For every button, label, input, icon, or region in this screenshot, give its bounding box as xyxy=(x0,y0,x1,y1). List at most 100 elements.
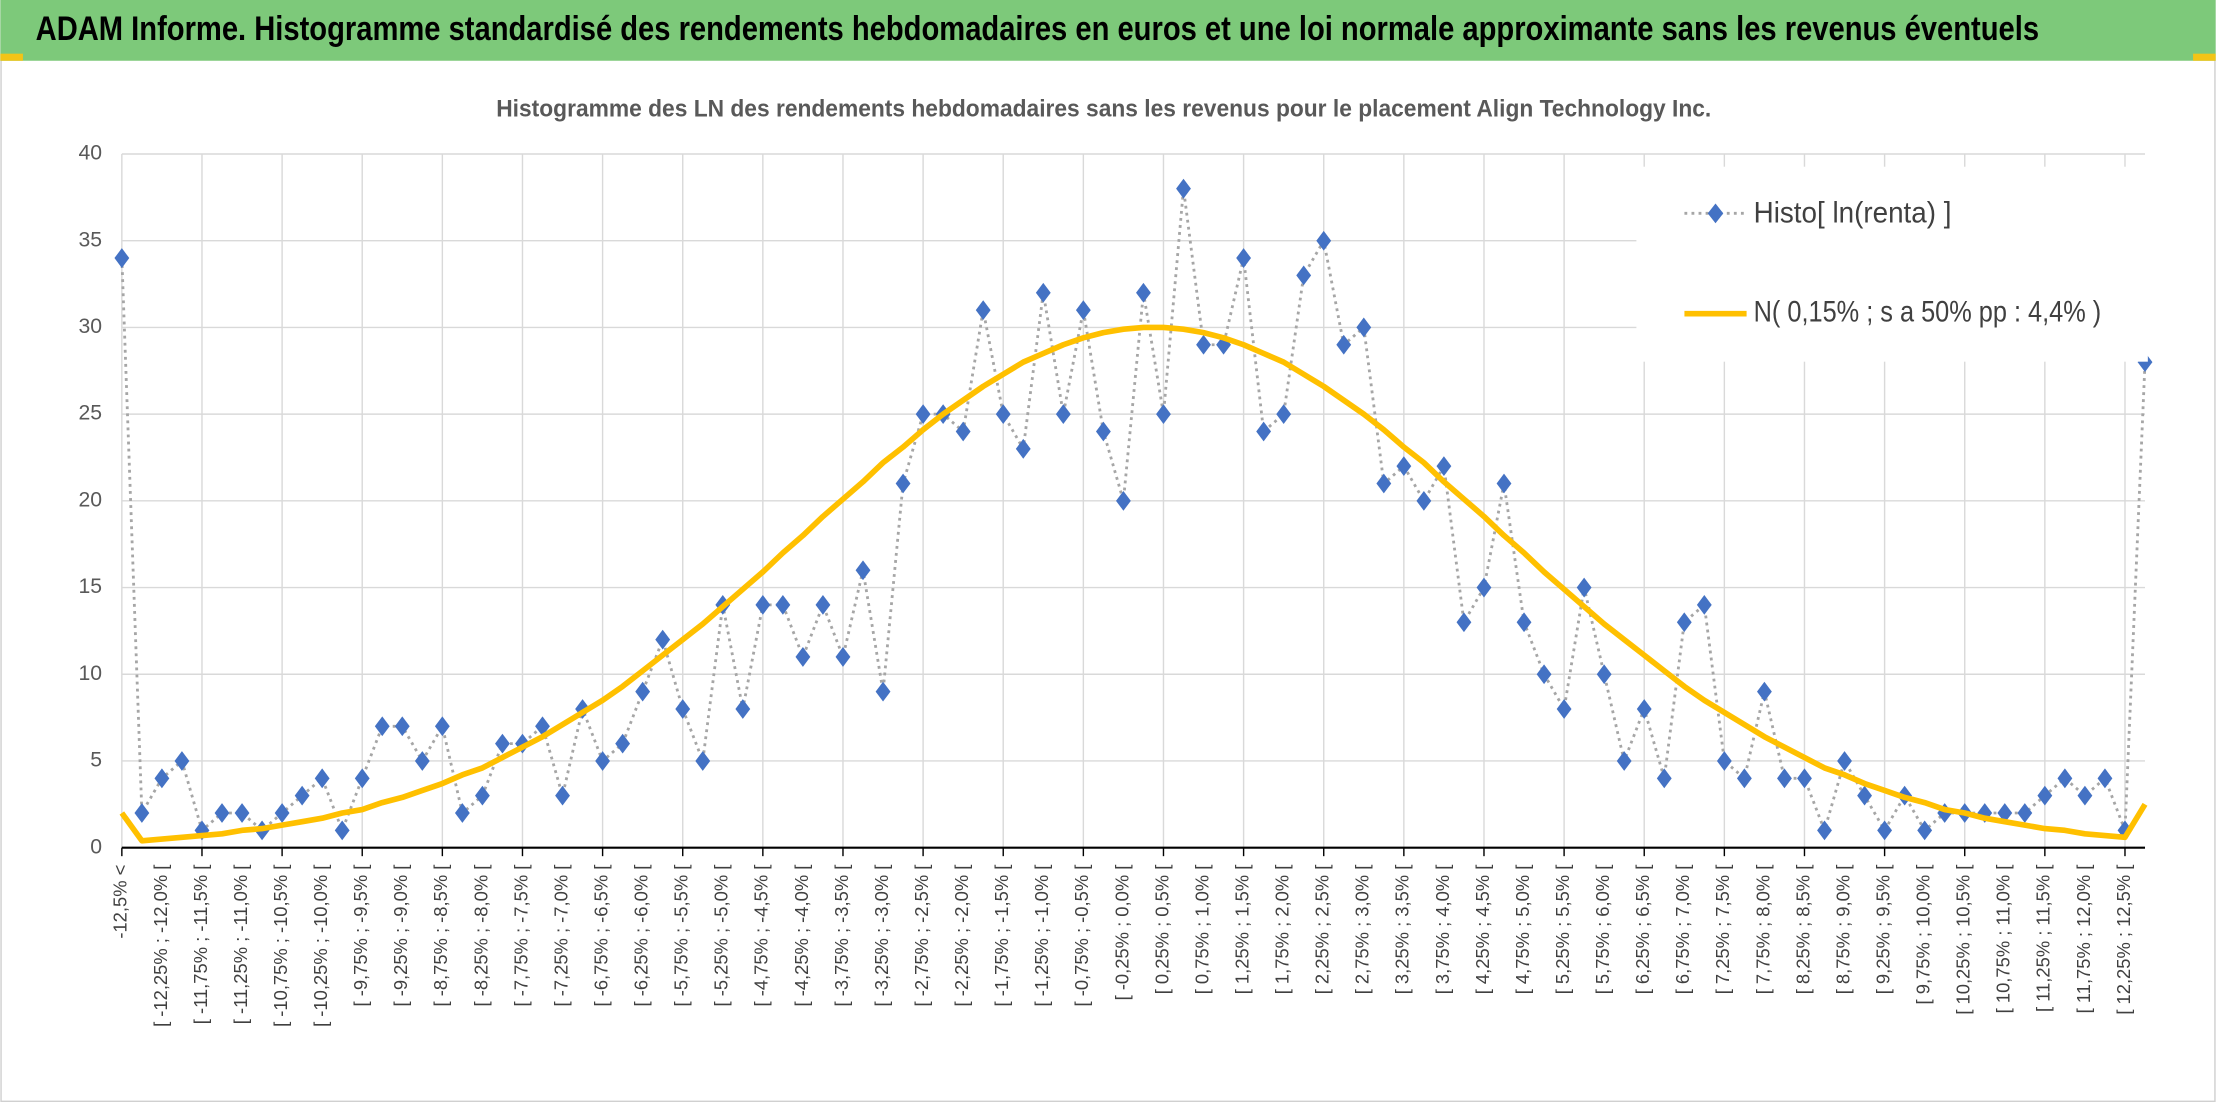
x-tick-label: [ -5,75% ; -5,5% [ xyxy=(671,865,692,1007)
x-tick-label: [ 10,25% ; 10,5% [ xyxy=(1953,865,1974,1015)
histo-marker xyxy=(374,716,390,737)
histo-marker xyxy=(2017,803,2033,823)
histo-marker xyxy=(595,751,611,771)
x-tick-label: [ -9,25% ; -9,0% [ xyxy=(390,865,411,1007)
x-tick-label: [ -1,75% ; -1,5% [ xyxy=(991,865,1012,1007)
legend: Histo[ ln(renta) ] N( 0,15% ; s a 50% pp … xyxy=(1636,166,2148,362)
x-tick-label: [ -12,25% ; -12,0% [ xyxy=(150,865,171,1027)
histo-marker xyxy=(1636,699,1652,719)
x-tick-label: [ 0,75% ; 1,0% [ xyxy=(1191,865,1212,995)
histo-marker xyxy=(474,785,490,806)
x-tick-label: [ 11,75% ; 12,0% [ xyxy=(2073,865,2094,1014)
histo-marker xyxy=(795,647,811,667)
histo-marker xyxy=(2037,785,2053,806)
x-tick-label: [ -2,25% ; -2,0% [ xyxy=(951,865,972,1007)
histo-marker xyxy=(1817,820,1832,841)
histo-marker xyxy=(2097,768,2113,789)
histo-marker xyxy=(615,733,631,754)
histo-marker xyxy=(1336,334,1352,355)
histo-marker xyxy=(114,248,130,268)
plot-area xyxy=(114,178,2153,844)
x-tick-label: [ 6,75% ; 7,0% [ xyxy=(1672,865,1693,995)
x-tick-label: [ -1,25% ; -1,0% [ xyxy=(1031,865,1052,1007)
y-tick-label: 40 xyxy=(78,142,102,165)
x-tick-label: [ 2,25% ; 2,5% [ xyxy=(1312,865,1333,995)
histo-marker xyxy=(655,629,671,650)
x-tick-label: [ 3,25% ; 3,5% [ xyxy=(1392,865,1413,995)
histo-marker xyxy=(1696,595,1712,615)
histo-marker xyxy=(2077,785,2093,806)
x-tick-label: [ -4,25% ; -4,0% [ xyxy=(791,865,812,1007)
histo-marker xyxy=(755,595,771,615)
histo-marker xyxy=(1516,612,1532,633)
histo-marker xyxy=(354,768,370,789)
y-tick-label: 30 xyxy=(78,315,102,338)
x-tick-label: [ -2,75% ; -2,5% [ xyxy=(911,865,932,1007)
y-tick-label: 15 xyxy=(78,575,102,598)
histo-marker xyxy=(334,820,350,841)
histo-marker xyxy=(1676,612,1692,633)
x-tick-label: [ 5,75% ; 6,0% [ xyxy=(1592,865,1613,995)
x-tick-label: [ -6,25% ; -6,0% [ xyxy=(631,865,652,1007)
histo-marker xyxy=(1837,751,1852,771)
y-tick-label: 5 xyxy=(90,749,102,772)
corner xyxy=(2193,53,2216,61)
histo-marker xyxy=(1476,577,1492,598)
histo-marker xyxy=(1656,768,1672,789)
histo-marker xyxy=(1556,699,1572,719)
histo-marker xyxy=(555,785,570,806)
histo-marker xyxy=(1576,577,1592,598)
histo-marker xyxy=(1376,473,1392,494)
x-tick-label: [ 1,25% ; 1,5% [ xyxy=(1231,865,1252,995)
x-tick-label: [ -9,75% ; -9,5% [ xyxy=(350,865,371,1007)
histo-marker xyxy=(1877,820,1893,841)
normal-curve xyxy=(119,324,2148,844)
x-tick-label: [ -5,25% ; -5,0% [ xyxy=(711,865,732,1007)
legend-label: Histo[ ln(renta) ] xyxy=(1754,197,1952,230)
histo-marker xyxy=(735,699,751,719)
x-tick-label: [ 6,25% ; 6,5% [ xyxy=(1632,865,1653,995)
x-tick-label: [ -7,25% ; -7,0% [ xyxy=(550,865,571,1007)
histo-marker xyxy=(1236,248,1252,268)
legend-marker xyxy=(1707,203,1724,224)
title-bar xyxy=(0,0,2216,61)
histo-marker xyxy=(855,560,871,581)
x-tick-label: [ -0,75% ; -0,5% [ xyxy=(1071,865,1092,1007)
x-tick-label: [ 0,25% ; 0,5% [ xyxy=(1151,865,1172,995)
histo-marker xyxy=(454,803,470,823)
grid: 0 5 10 15 20 25 30 35 40 -12,5% < [ -12,25% ; -12,… xyxy=(78,142,2146,1027)
x-tick-label: [ 8,75% ; 9,0% [ xyxy=(1832,865,1853,995)
legend-box xyxy=(1636,166,2148,362)
histo-line xyxy=(120,188,2147,835)
histo-marker xyxy=(214,803,230,823)
y-tick-label: 0 xyxy=(90,835,102,858)
x-tick-label: [ 10,75% ; 11,0% [ xyxy=(1993,865,2014,1014)
y-tick-label: 10 xyxy=(78,662,102,685)
histo-marker xyxy=(1496,473,1512,494)
histo-marker xyxy=(1736,768,1752,789)
histo-marker xyxy=(1777,768,1792,789)
x-tick-label: [ 5,25% ; 5,5% [ xyxy=(1552,865,1573,995)
histo-marker xyxy=(1797,768,1812,789)
histo-marker xyxy=(414,751,430,771)
histo-marker xyxy=(495,733,510,754)
x-tick-label: [ -8,25% ; -8,0% [ xyxy=(470,865,491,1007)
x-tick-label: [ -3,75% ; -3,5% [ xyxy=(831,865,852,1007)
x-tick-label: [ -7,75% ; -7,5% [ xyxy=(510,865,531,1007)
histo-marker xyxy=(1176,178,1191,199)
legend-label: N( 0,15% ; s a 50% pp : 4,4% ) xyxy=(1754,295,2102,328)
histo-marker xyxy=(695,751,711,771)
histo-marker xyxy=(154,768,170,789)
histo-marker xyxy=(1756,681,1772,702)
histo-marker xyxy=(1095,421,1111,442)
x-tick-label: [ 1,75% ; 2,0% [ xyxy=(1272,865,1293,995)
x-tick-label: [ -3,25% ; -3,0% [ xyxy=(871,865,892,1007)
y-tick-label: 20 xyxy=(78,488,102,511)
histo-marker xyxy=(234,803,250,823)
histo-marker xyxy=(895,473,911,494)
histo-marker xyxy=(2057,768,2073,789)
histo-marker xyxy=(434,716,450,737)
histo-marker xyxy=(995,404,1011,425)
